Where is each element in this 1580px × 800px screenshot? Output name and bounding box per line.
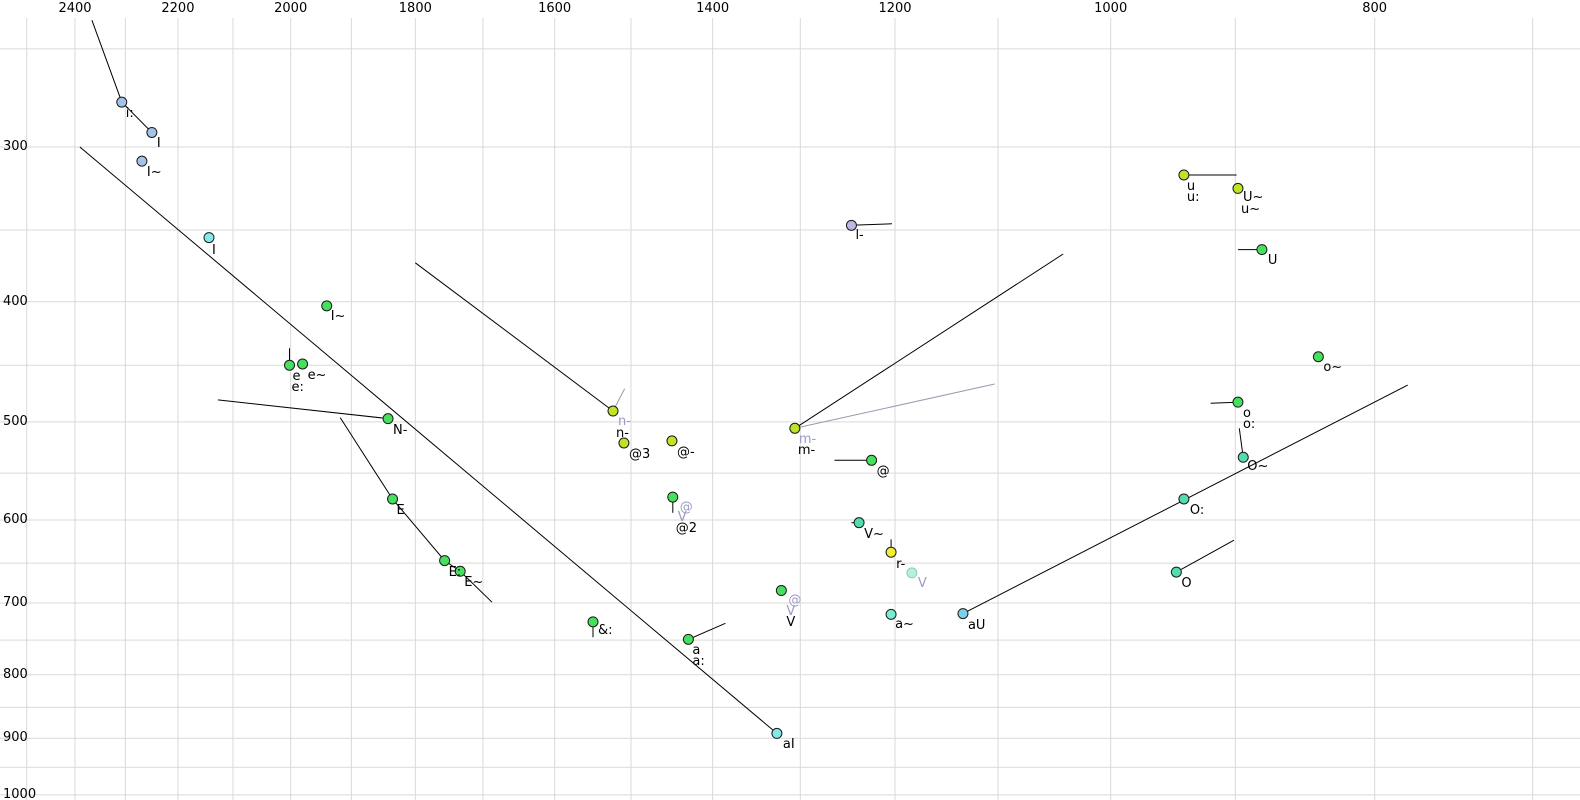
data-point-@2[interactable] bbox=[667, 491, 679, 503]
data-point-N-[interactable] bbox=[382, 413, 394, 425]
trajectory-line bbox=[1176, 539, 1235, 573]
data-point-V~[interactable] bbox=[853, 517, 865, 529]
data-point-E:[interactable] bbox=[439, 555, 451, 567]
data-point-e~[interactable] bbox=[297, 358, 309, 370]
data-point-o~[interactable] bbox=[1312, 351, 1324, 363]
trajectory-line bbox=[91, 20, 153, 133]
trajectory-line bbox=[217, 399, 389, 420]
data-point-e[interactable] bbox=[284, 359, 296, 371]
trajectory-line bbox=[415, 262, 614, 412]
data-point-o:[interactable] bbox=[1232, 396, 1244, 408]
data-point-I~[interactable] bbox=[321, 300, 333, 312]
trajectory-line bbox=[79, 146, 778, 734]
trajectory-line bbox=[339, 417, 493, 603]
trajectory-line bbox=[688, 622, 726, 640]
trajectory-line bbox=[794, 253, 1064, 429]
data-point-O:[interactable] bbox=[1178, 493, 1190, 505]
data-point-&:[interactable] bbox=[587, 616, 599, 628]
data-point-V[interactable] bbox=[775, 585, 787, 597]
trajectory-line bbox=[794, 383, 995, 429]
data-point-n-[interactable] bbox=[607, 405, 619, 417]
trajectory-line bbox=[851, 223, 893, 226]
data-point-U[interactable] bbox=[1256, 244, 1268, 256]
data-point-@3[interactable] bbox=[618, 437, 630, 449]
data-point-a~[interactable] bbox=[885, 608, 897, 620]
data-point-V-2[interactable] bbox=[906, 567, 918, 579]
data-point-aU[interactable] bbox=[957, 608, 969, 620]
data-point-U~[interactable] bbox=[1232, 182, 1244, 194]
data-point-aI[interactable] bbox=[771, 727, 783, 739]
data-point-O~[interactable] bbox=[1237, 451, 1249, 463]
data-point-I~-hi[interactable] bbox=[136, 155, 148, 167]
data-point-r-[interactable] bbox=[885, 546, 897, 558]
data-point-@-[interactable] bbox=[666, 435, 678, 447]
data-point-a[interactable] bbox=[682, 633, 694, 645]
data-point-u:[interactable] bbox=[1178, 169, 1190, 181]
data-point-E~[interactable] bbox=[454, 565, 466, 577]
data-point-E[interactable] bbox=[387, 493, 399, 505]
trajectory-line bbox=[1210, 401, 1237, 404]
data-point-I-hi[interactable] bbox=[146, 126, 158, 138]
data-point-i:[interactable] bbox=[116, 96, 128, 108]
data-point-O[interactable] bbox=[1170, 566, 1182, 578]
data-point-m-[interactable] bbox=[789, 422, 801, 434]
data-point-@[interactable] bbox=[866, 454, 878, 466]
data-point-l-[interactable] bbox=[845, 219, 857, 231]
data-point-I[interactable] bbox=[203, 232, 215, 244]
